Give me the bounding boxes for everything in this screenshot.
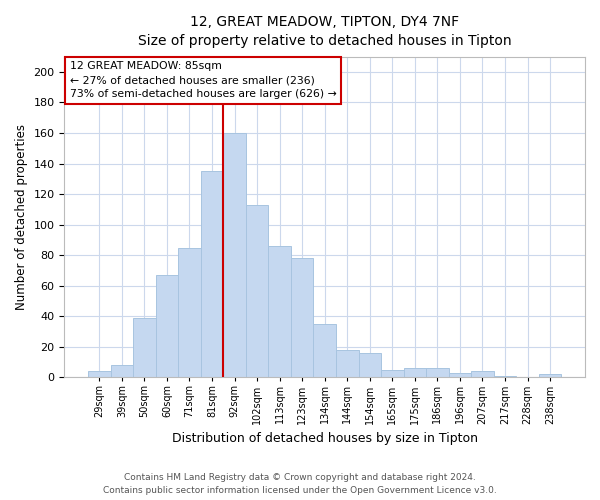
Bar: [201, 171, 223, 378]
Bar: [449, 373, 471, 378]
X-axis label: Distribution of detached houses by size in Tipton: Distribution of detached houses by size …: [172, 432, 478, 445]
Text: 12 GREAT MEADOW: 85sqm
← 27% of detached houses are smaller (236)
73% of semi-de: 12 GREAT MEADOW: 85sqm ← 27% of detached…: [70, 62, 337, 100]
Bar: [88, 371, 110, 378]
Bar: [426, 368, 449, 378]
Bar: [404, 368, 426, 378]
Bar: [178, 248, 201, 378]
Bar: [110, 365, 133, 378]
Bar: [246, 205, 268, 378]
Bar: [133, 318, 155, 378]
Bar: [155, 275, 178, 378]
Bar: [291, 258, 313, 378]
Bar: [381, 370, 404, 378]
Bar: [539, 374, 562, 378]
Y-axis label: Number of detached properties: Number of detached properties: [15, 124, 28, 310]
Bar: [313, 324, 336, 378]
Bar: [471, 371, 494, 378]
Bar: [359, 353, 381, 378]
Title: 12, GREAT MEADOW, TIPTON, DY4 7NF
Size of property relative to detached houses i: 12, GREAT MEADOW, TIPTON, DY4 7NF Size o…: [138, 15, 512, 48]
Bar: [494, 376, 516, 378]
Bar: [268, 246, 291, 378]
Bar: [336, 350, 359, 378]
Bar: [223, 133, 246, 378]
Text: Contains HM Land Registry data © Crown copyright and database right 2024.
Contai: Contains HM Land Registry data © Crown c…: [103, 473, 497, 495]
